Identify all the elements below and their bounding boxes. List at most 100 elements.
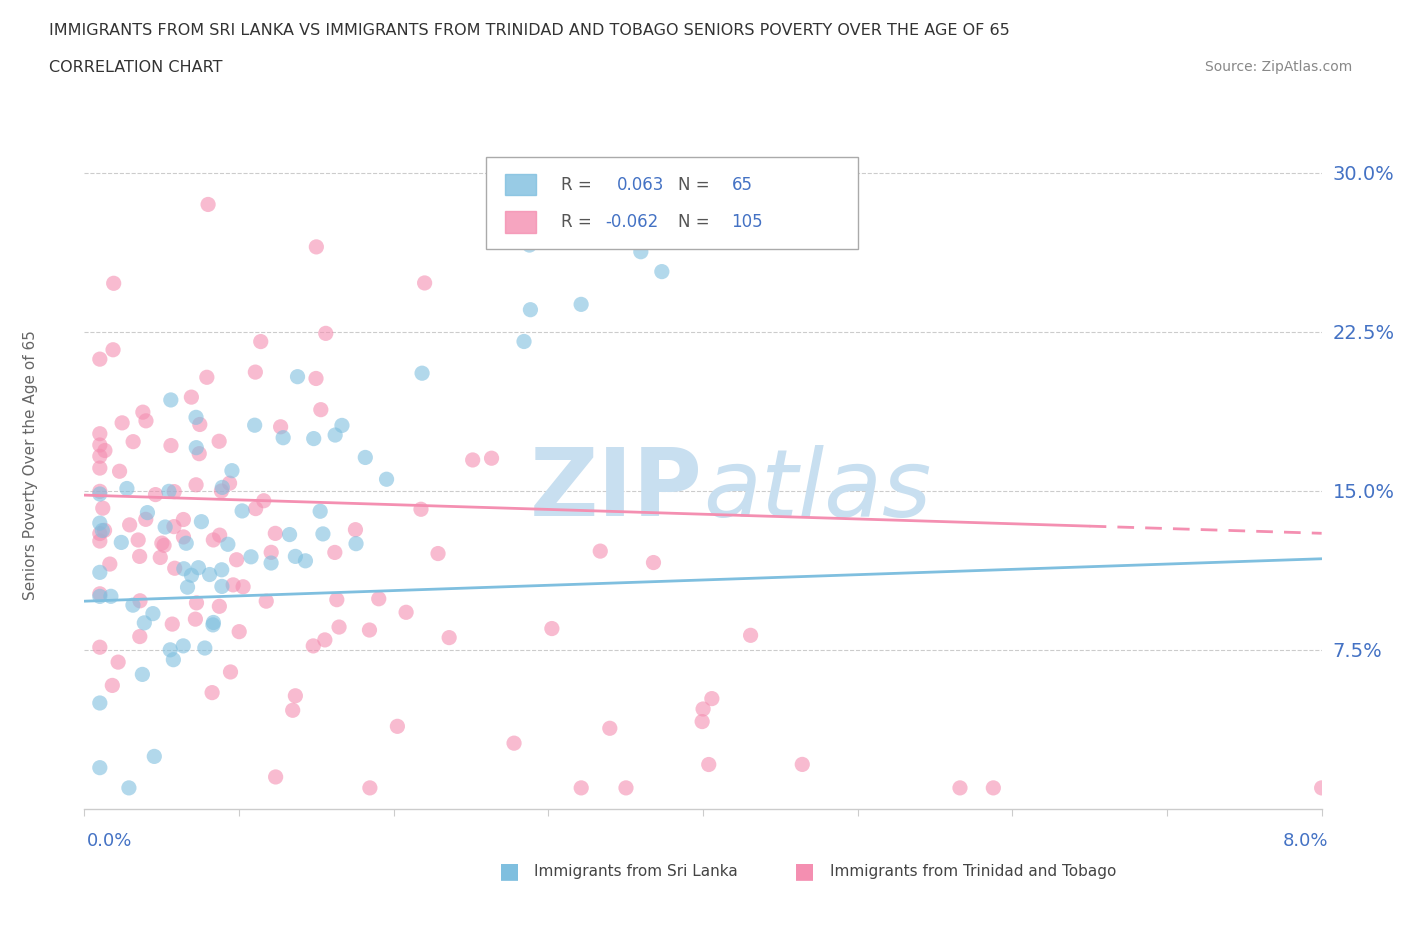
Point	[153, 520, 176, 535]
Point	[211, 480, 233, 495]
Point	[208, 599, 231, 614]
Point	[118, 780, 141, 795]
Point	[1310, 780, 1333, 795]
Point	[101, 342, 124, 357]
Point	[354, 450, 377, 465]
Point	[218, 476, 240, 491]
Point	[461, 453, 484, 468]
Point	[173, 562, 195, 577]
Point	[323, 428, 346, 443]
Text: Immigrants from Trinidad and Tobago: Immigrants from Trinidad and Tobago	[830, 864, 1116, 879]
Point	[225, 552, 247, 567]
Text: IMMIGRANTS FROM SRI LANKA VS IMMIGRANTS FROM TRINIDAD AND TOBAGO SENIORS POVERTY: IMMIGRANTS FROM SRI LANKA VS IMMIGRANTS …	[49, 23, 1010, 38]
Point	[315, 326, 337, 340]
Text: Immigrants from Sri Lanka: Immigrants from Sri Lanka	[534, 864, 738, 879]
Point	[89, 486, 111, 501]
Point	[375, 472, 398, 486]
Point	[367, 591, 389, 606]
Point	[128, 549, 150, 564]
Point	[129, 593, 152, 608]
Point	[413, 275, 436, 290]
Point	[211, 579, 233, 594]
Point	[344, 537, 367, 551]
Point	[359, 780, 381, 795]
Point	[323, 545, 346, 560]
Point	[163, 519, 186, 534]
Point	[98, 557, 121, 572]
Point	[254, 593, 277, 608]
Point	[240, 550, 263, 565]
Point	[89, 760, 111, 775]
Text: N =: N =	[678, 176, 716, 193]
Bar	[505, 211, 536, 232]
Point	[197, 197, 219, 212]
Point	[188, 417, 211, 432]
Point	[153, 538, 176, 552]
Point	[243, 418, 266, 432]
Point	[792, 757, 814, 772]
Point	[281, 703, 304, 718]
Text: -0.062: -0.062	[605, 213, 658, 231]
Point	[513, 334, 536, 349]
Text: 0.0%: 0.0%	[87, 832, 132, 850]
Point	[302, 639, 325, 654]
Point	[186, 595, 208, 610]
Point	[314, 632, 336, 647]
Point	[184, 477, 207, 492]
Point	[519, 238, 541, 253]
Point	[253, 493, 276, 508]
Point	[91, 523, 114, 538]
Point	[134, 616, 156, 631]
Point	[132, 405, 155, 419]
Point	[481, 451, 503, 466]
Point	[305, 239, 328, 254]
Point	[249, 334, 271, 349]
Point	[89, 640, 111, 655]
Point	[330, 418, 353, 432]
Point	[142, 606, 165, 621]
Point	[503, 736, 526, 751]
Point	[437, 631, 460, 645]
Point	[100, 589, 122, 604]
Point	[180, 390, 202, 405]
Point	[208, 527, 231, 542]
Point	[228, 624, 250, 639]
Point	[643, 555, 665, 570]
Point	[387, 719, 409, 734]
Point	[101, 678, 124, 693]
Point	[180, 568, 202, 583]
Point	[202, 615, 225, 630]
Point	[89, 484, 111, 498]
Point	[131, 667, 153, 682]
Point	[110, 535, 132, 550]
Point	[569, 297, 592, 312]
FancyBboxPatch shape	[486, 157, 858, 249]
Point	[150, 536, 173, 551]
Point	[302, 432, 325, 446]
Text: N =: N =	[678, 213, 716, 231]
Point	[201, 618, 224, 632]
Point	[589, 544, 612, 559]
Point	[163, 485, 186, 499]
Point	[89, 589, 111, 604]
Point	[264, 769, 287, 784]
Point	[198, 567, 221, 582]
Point	[163, 561, 186, 576]
Point	[89, 460, 111, 475]
Point	[172, 529, 194, 544]
Point	[245, 365, 267, 379]
Point	[211, 563, 233, 578]
Point	[395, 604, 418, 619]
Point	[232, 579, 254, 594]
Point	[697, 757, 720, 772]
Point	[89, 534, 111, 549]
Point	[221, 463, 243, 478]
Point	[159, 392, 181, 407]
Point	[194, 641, 217, 656]
Point	[176, 579, 198, 594]
Point	[427, 546, 450, 561]
Point	[184, 410, 207, 425]
Point	[344, 523, 367, 538]
Text: ZIP: ZIP	[530, 444, 703, 536]
Point	[184, 612, 207, 627]
